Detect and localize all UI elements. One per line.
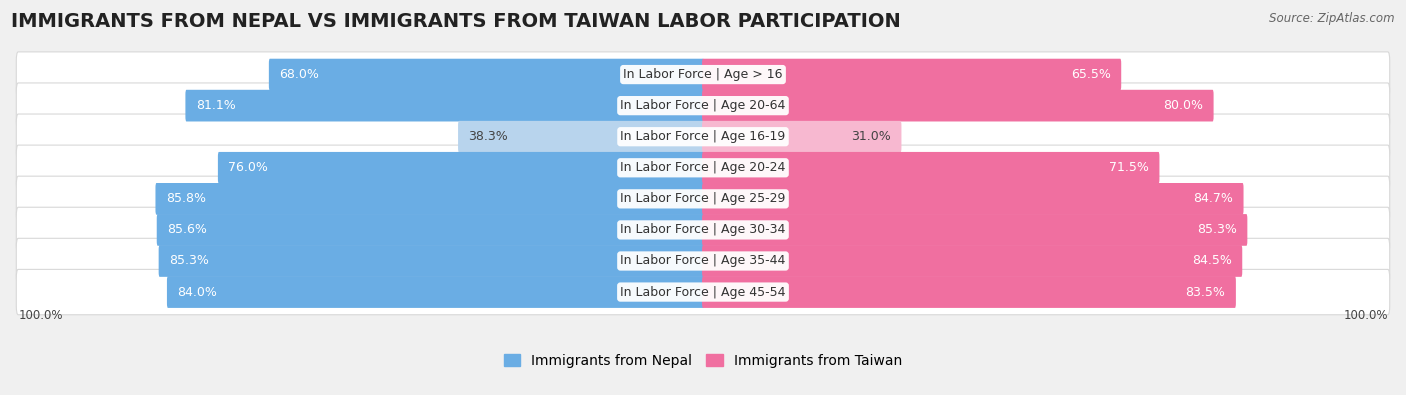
Text: 71.5%: 71.5% (1109, 161, 1149, 174)
Text: 81.1%: 81.1% (195, 99, 236, 112)
FancyBboxPatch shape (17, 114, 1389, 160)
FancyBboxPatch shape (17, 269, 1389, 315)
Text: In Labor Force | Age 20-64: In Labor Force | Age 20-64 (620, 99, 786, 112)
Text: 68.0%: 68.0% (280, 68, 319, 81)
FancyBboxPatch shape (186, 90, 704, 122)
Text: 80.0%: 80.0% (1163, 99, 1204, 112)
Text: 100.0%: 100.0% (1343, 309, 1388, 322)
Text: 85.6%: 85.6% (167, 224, 207, 237)
FancyBboxPatch shape (17, 176, 1389, 222)
Text: In Labor Force | Age 45-54: In Labor Force | Age 45-54 (620, 286, 786, 299)
Text: 84.0%: 84.0% (177, 286, 218, 299)
Text: In Labor Force | Age 20-24: In Labor Force | Age 20-24 (620, 161, 786, 174)
Text: 85.8%: 85.8% (166, 192, 205, 205)
FancyBboxPatch shape (17, 207, 1389, 253)
Text: 38.3%: 38.3% (468, 130, 509, 143)
FancyBboxPatch shape (156, 183, 704, 215)
Text: 85.3%: 85.3% (169, 254, 209, 267)
Legend: Immigrants from Nepal, Immigrants from Taiwan: Immigrants from Nepal, Immigrants from T… (498, 348, 908, 373)
Text: In Labor Force | Age 16-19: In Labor Force | Age 16-19 (620, 130, 786, 143)
FancyBboxPatch shape (269, 59, 704, 90)
Text: 76.0%: 76.0% (228, 161, 269, 174)
Text: Source: ZipAtlas.com: Source: ZipAtlas.com (1270, 12, 1395, 25)
Text: In Labor Force | Age 25-29: In Labor Force | Age 25-29 (620, 192, 786, 205)
FancyBboxPatch shape (159, 245, 704, 277)
Text: 83.5%: 83.5% (1185, 286, 1226, 299)
FancyBboxPatch shape (702, 276, 1236, 308)
FancyBboxPatch shape (702, 90, 1213, 122)
Text: 31.0%: 31.0% (851, 130, 891, 143)
Text: 84.5%: 84.5% (1192, 254, 1232, 267)
FancyBboxPatch shape (167, 276, 704, 308)
Text: 65.5%: 65.5% (1071, 68, 1111, 81)
Text: 100.0%: 100.0% (18, 309, 63, 322)
FancyBboxPatch shape (17, 83, 1389, 128)
FancyBboxPatch shape (17, 52, 1389, 97)
FancyBboxPatch shape (458, 121, 704, 152)
FancyBboxPatch shape (218, 152, 704, 184)
FancyBboxPatch shape (17, 145, 1389, 190)
FancyBboxPatch shape (702, 245, 1243, 277)
FancyBboxPatch shape (702, 152, 1160, 184)
FancyBboxPatch shape (702, 59, 1121, 90)
FancyBboxPatch shape (156, 214, 704, 246)
FancyBboxPatch shape (17, 238, 1389, 284)
FancyBboxPatch shape (702, 121, 901, 152)
Text: 85.3%: 85.3% (1197, 224, 1237, 237)
Text: 84.7%: 84.7% (1194, 192, 1233, 205)
Text: In Labor Force | Age 30-34: In Labor Force | Age 30-34 (620, 224, 786, 237)
Text: In Labor Force | Age 35-44: In Labor Force | Age 35-44 (620, 254, 786, 267)
FancyBboxPatch shape (702, 214, 1247, 246)
Text: IMMIGRANTS FROM NEPAL VS IMMIGRANTS FROM TAIWAN LABOR PARTICIPATION: IMMIGRANTS FROM NEPAL VS IMMIGRANTS FROM… (11, 12, 901, 31)
FancyBboxPatch shape (702, 183, 1243, 215)
Text: In Labor Force | Age > 16: In Labor Force | Age > 16 (623, 68, 783, 81)
